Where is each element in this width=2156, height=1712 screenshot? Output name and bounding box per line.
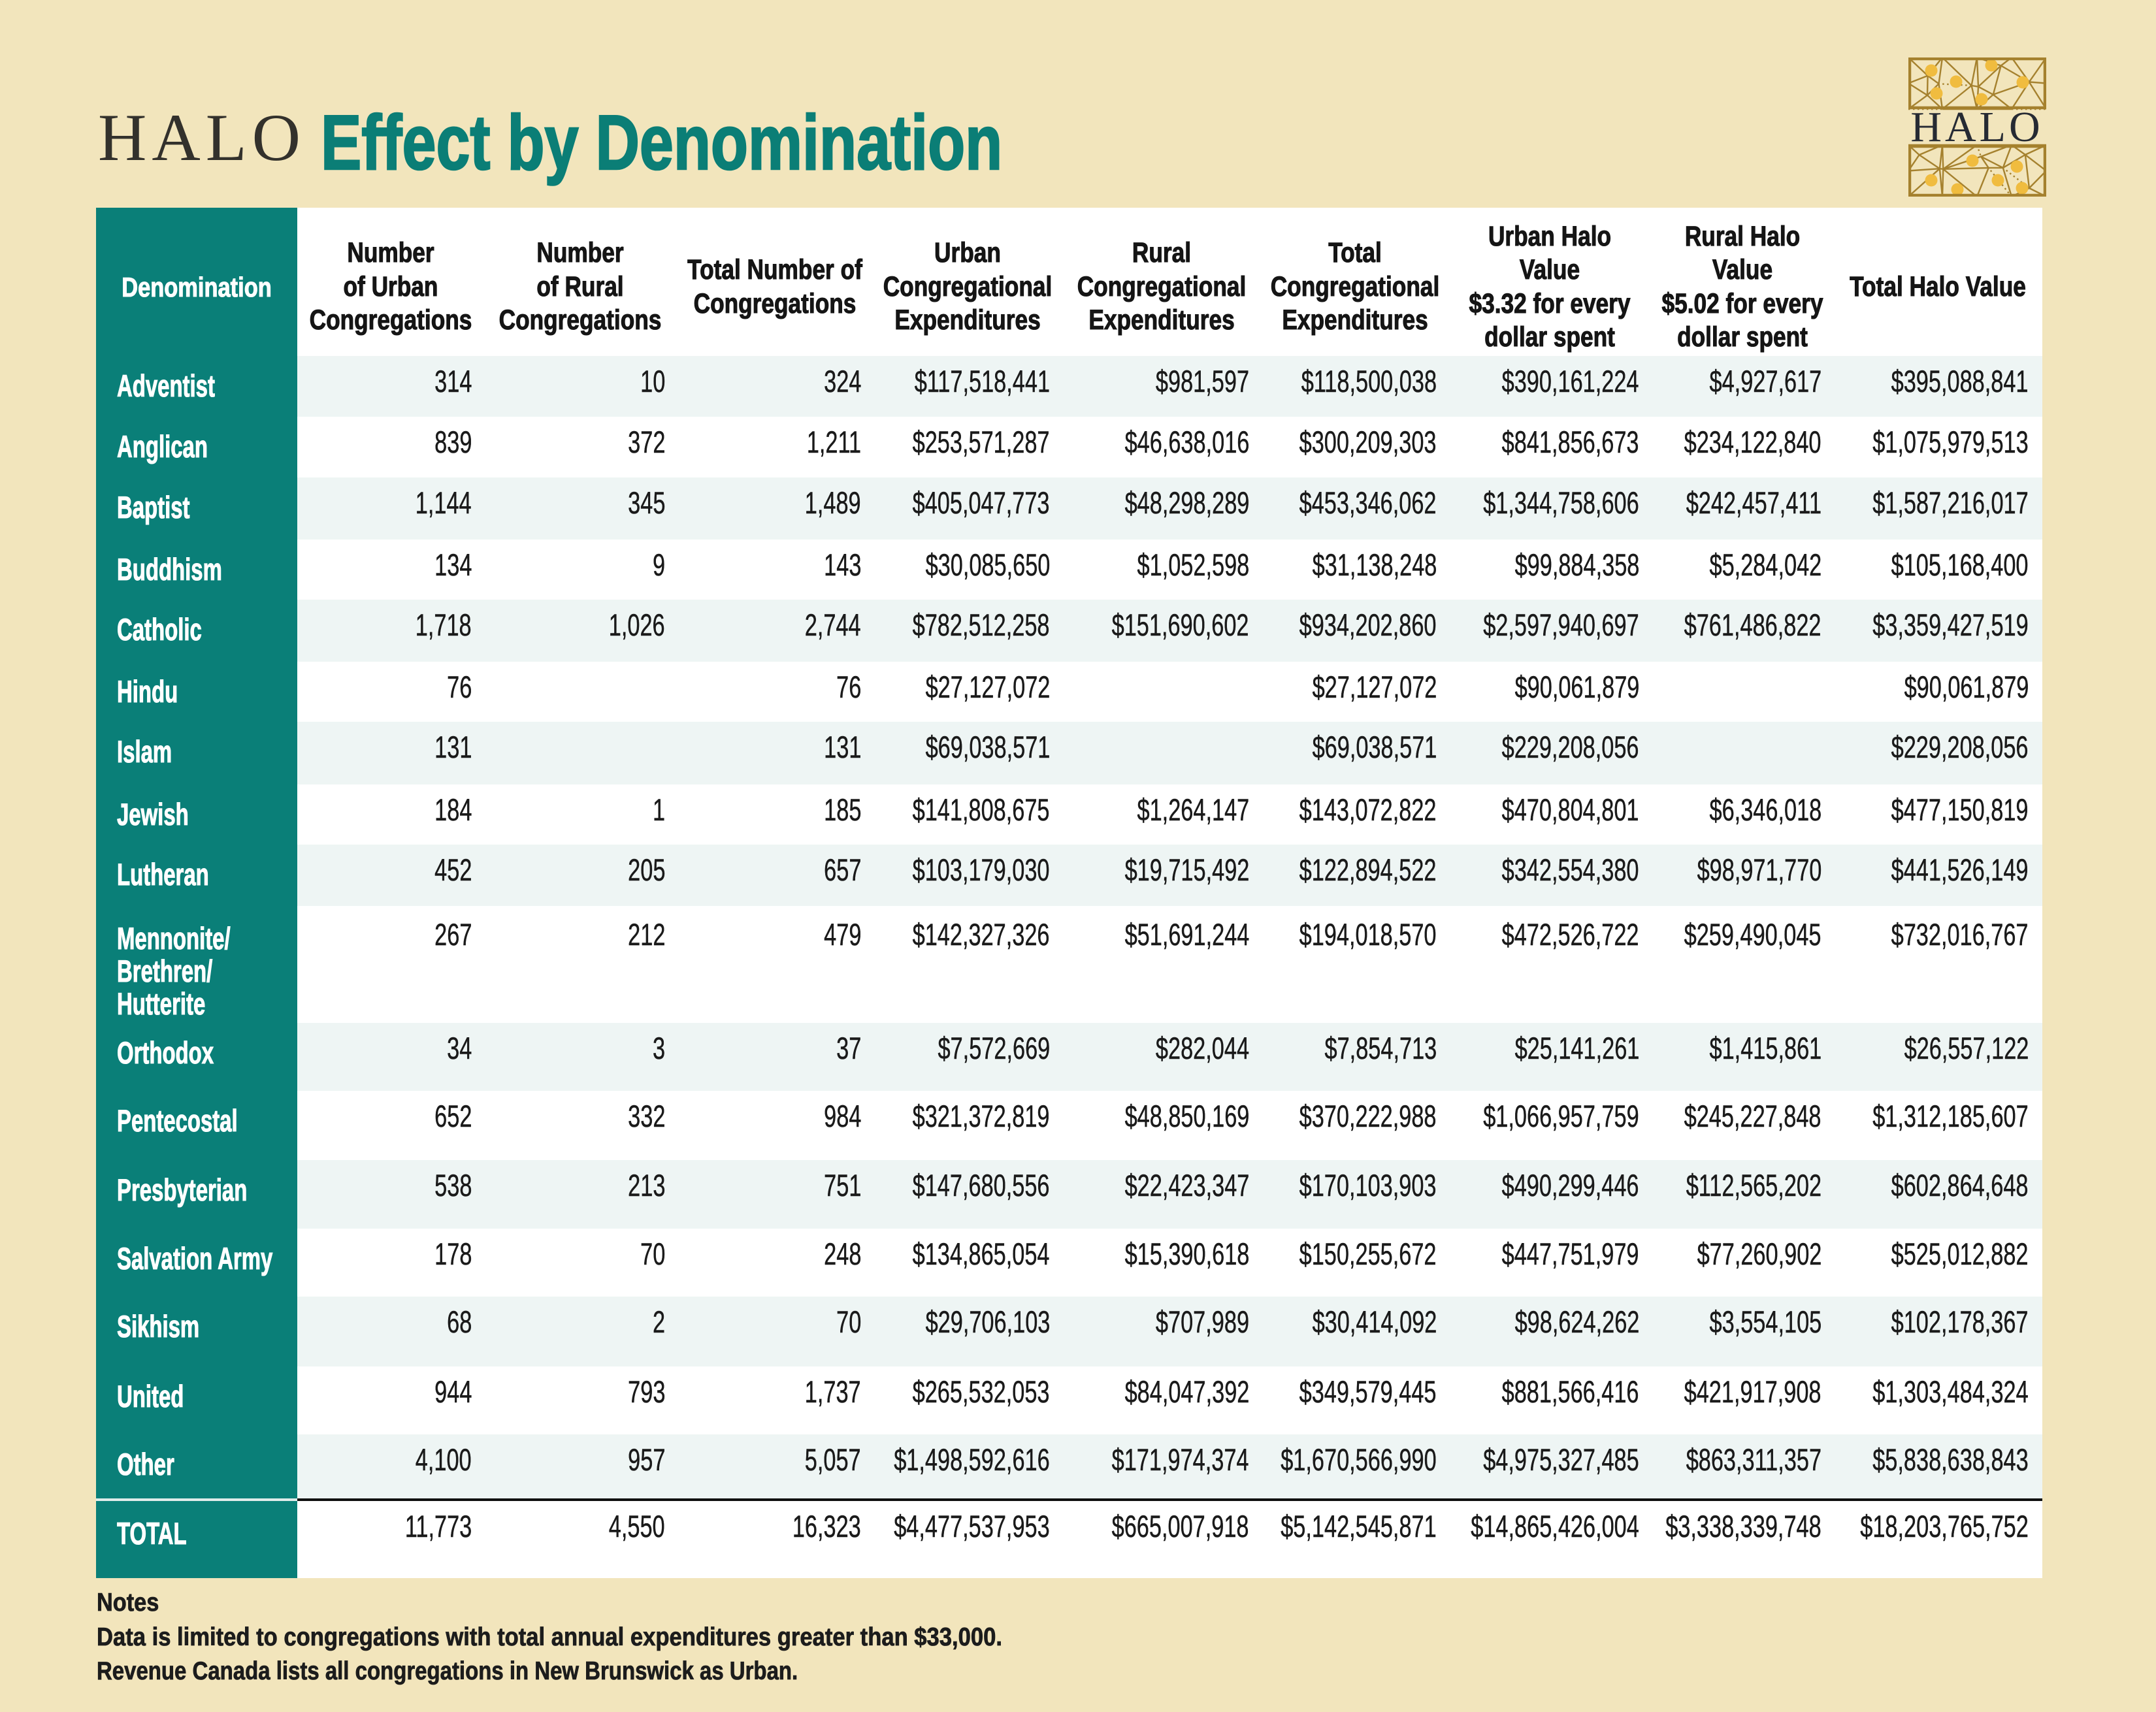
svg-text:HALO: HALO — [1910, 103, 2043, 151]
